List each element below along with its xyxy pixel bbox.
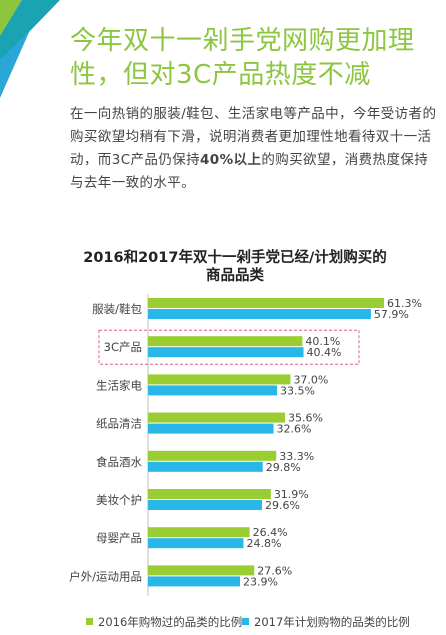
bar-2016 (148, 298, 385, 308)
page-title-line-1: 今年双十一剁手党网购更加理 (70, 26, 415, 56)
legend-swatch-2017 (242, 618, 249, 625)
data-label: 33.3% (279, 450, 314, 463)
data-label: 29.6% (265, 499, 300, 512)
category-label: 食品酒水 (96, 455, 142, 469)
bar-2017 (148, 576, 241, 587)
category-label: 生活家电 (96, 378, 142, 392)
category-label: 母婴产品 (96, 531, 142, 545)
bar-2017 (148, 347, 304, 358)
data-label: 33.5% (280, 384, 315, 397)
data-label: 35.6% (288, 412, 323, 425)
legend-item-2016: 2016年购物过的品类的比例 (86, 614, 242, 630)
bar-2016 (148, 450, 277, 461)
bar-2017 (148, 500, 262, 510)
category-label: 户外/运动用品 (69, 569, 142, 583)
bar-2016 (148, 565, 255, 576)
chart-title: 2016和2017年双十一剁手党已经/计划购买的 商品品类 (40, 249, 430, 285)
bar-2016 (148, 336, 303, 347)
legend-swatch-2016 (86, 618, 93, 625)
bar-2017 (148, 423, 274, 434)
data-label: 24.8% (246, 537, 281, 550)
data-label: 61.3% (387, 297, 422, 310)
summary-paragraph: 在一向热销的服装/鞋包、生活家电等产品中，今年受访者的购买欲望均稍有下滑，说明消… (70, 103, 440, 195)
bar-2016 (148, 527, 250, 538)
data-label: 40.4% (307, 346, 342, 359)
chart-title-line-2: 商品品类 (206, 268, 264, 284)
data-label: 37.0% (293, 373, 328, 386)
summary-text-bold: 40%以上 (200, 152, 262, 168)
data-label: 40.1% (305, 335, 340, 348)
data-label: 31.9% (274, 488, 309, 501)
corner-blue-triangle (0, 30, 30, 98)
summary-text-after: 的购买欲望，消费热度保持与去年一致的水平。 (70, 152, 429, 191)
data-label: 29.8% (266, 461, 301, 474)
bar-2016 (148, 412, 286, 423)
category-label: 美妆个护 (96, 493, 142, 507)
data-label: 26.4% (253, 526, 288, 539)
legend-item-2017: 2017年计划购物的品类的比例 (242, 614, 410, 630)
bar-2017 (148, 538, 244, 549)
category-label: 3C产品 (104, 340, 142, 354)
corner-decoration (0, 0, 60, 98)
category-label: 纸品清洁 (96, 417, 142, 431)
data-label: 27.6% (257, 564, 292, 577)
bar-2017 (148, 385, 277, 396)
highlight-box (98, 329, 360, 365)
chart-legend: 2016年购物过的品类的比例 2017年计划购物的品类的比例 (86, 614, 446, 632)
legend-label-2016: 2016年购物过的品类的比例 (98, 615, 243, 629)
bar-2016 (148, 374, 291, 385)
page-title: 今年双十一剁手党网购更加理 性，但对3C产品热度不减 (70, 24, 430, 92)
data-label: 32.6% (277, 423, 312, 436)
page-title-line-2: 性，但对3C产品热度不减 (70, 60, 371, 90)
data-label: 57.9% (374, 308, 409, 321)
legend-label-2017: 2017年计划购物的品类的比例 (254, 615, 410, 629)
category-label: 服装/鞋包 (92, 302, 142, 316)
data-label: 23.9% (243, 575, 278, 588)
summary-text-before: 在一向热销的服装/鞋包、生活家电等产品中，今年受访者的购买欲望均稍有下滑，说明消… (70, 106, 437, 168)
bar-2017 (148, 461, 263, 472)
bar-2017 (148, 309, 371, 319)
bar-2016 (148, 489, 271, 499)
chart-title-line-1: 2016和2017年双十一剁手党已经/计划购买的 (83, 250, 387, 266)
